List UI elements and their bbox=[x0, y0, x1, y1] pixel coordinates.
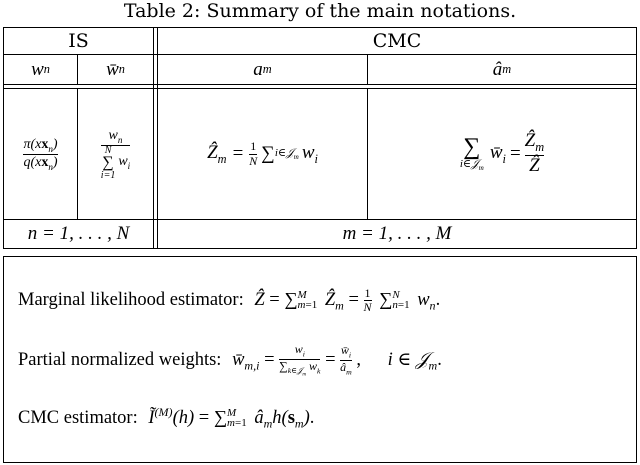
table-col-divider-is-body bbox=[77, 88, 78, 220]
table-col-divider-cmc bbox=[367, 54, 368, 85]
table-double-rule-a bbox=[153, 27, 154, 249]
table-subheader-rule bbox=[3, 84, 637, 85]
group-header-is: IS bbox=[68, 29, 89, 52]
formula-w-n: π(xxn) q(xxn) bbox=[23, 136, 58, 172]
table-header-rule bbox=[3, 54, 637, 55]
index-range-cmc: m = 1, . . . , M bbox=[342, 223, 452, 244]
table-index-rule bbox=[3, 219, 637, 220]
formula-wbar-n: wn N ∑ i=1 wi bbox=[100, 128, 131, 181]
partial-weights-label: Partial normalized weights: bbox=[18, 349, 222, 370]
marginal-likelihood-label: Marginal likelihood estimator: bbox=[18, 289, 244, 310]
formula-a-m: Ẑm = 1 N ∑ i∈𝒥m wi bbox=[207, 139, 318, 168]
table-col-divider-cmc-body bbox=[367, 88, 368, 220]
table-left-border bbox=[3, 27, 4, 249]
index-range-is: n = 1, . . . , N bbox=[27, 223, 130, 244]
table-caption: Table 2: Summary of the main notations. bbox=[123, 0, 517, 22]
table-col-divider-is bbox=[77, 54, 78, 85]
cmc-estimator-label: CMC estimator: bbox=[18, 408, 138, 429]
column-header-wbar-n: w̄ n bbox=[106, 58, 125, 80]
formula-ahat-m: ∑ i∈𝒥m w̄i = Ẑm Ẑ bbox=[459, 130, 545, 176]
table-top-rule bbox=[3, 27, 637, 28]
group-header-cmc: CMC bbox=[372, 29, 422, 52]
partial-weights-line: Partial normalized weights: w̄m,i = wi ∑k… bbox=[18, 342, 442, 378]
table-right-border bbox=[636, 27, 637, 249]
table-bottom-rule bbox=[3, 248, 637, 249]
table-body-top-rule bbox=[3, 88, 637, 89]
table-double-rule-b bbox=[157, 27, 158, 249]
